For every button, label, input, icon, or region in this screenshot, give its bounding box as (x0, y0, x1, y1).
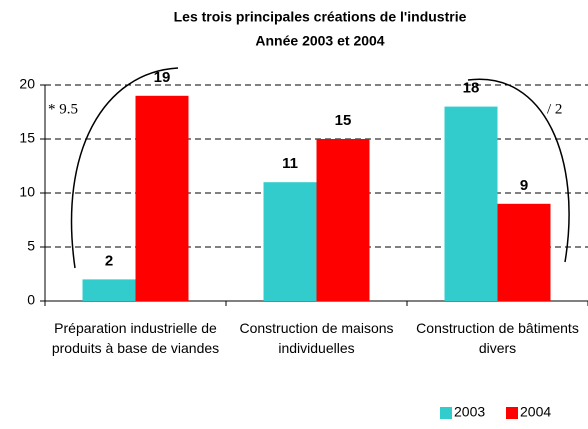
bar (444, 106, 498, 301)
chart-title: Les trois principales créations de l'ind… (174, 9, 467, 25)
y-tick-label: 5 (27, 238, 35, 254)
y-tick-label: 20 (19, 76, 35, 92)
x-tick-label: Préparation industrielle de produits à b… (51, 320, 220, 356)
value-label: 2 (105, 252, 113, 269)
bar (263, 182, 317, 301)
annotation-arc (467, 78, 570, 263)
value-label: 11 (282, 155, 298, 172)
legend-swatch (440, 407, 452, 419)
value-label: 18 (463, 80, 480, 97)
annotation-arc (70, 67, 179, 269)
x-tick-label: Construction de maisons individuelles (239, 320, 394, 356)
chart-subtitle: Année 2003 et 2004 (255, 33, 384, 49)
value-label: 19 (154, 69, 171, 86)
y-tick-label: 0 (27, 292, 35, 308)
bar (497, 203, 551, 301)
legend-label: 2003 (454, 404, 485, 420)
bar (316, 139, 370, 301)
bar (135, 95, 189, 301)
annotation: / 2 (547, 101, 562, 117)
y-tick-label: 15 (19, 130, 35, 146)
y-tick-label: 10 (19, 184, 35, 200)
value-label: 9 (520, 177, 528, 194)
annotation: * 9.5 (48, 101, 78, 117)
bar (82, 279, 136, 301)
value-label: 15 (335, 112, 352, 129)
legend-swatch (506, 407, 518, 419)
legend-label: 2004 (520, 404, 551, 420)
x-tick-label: Construction de bâtiments divers (416, 320, 579, 356)
